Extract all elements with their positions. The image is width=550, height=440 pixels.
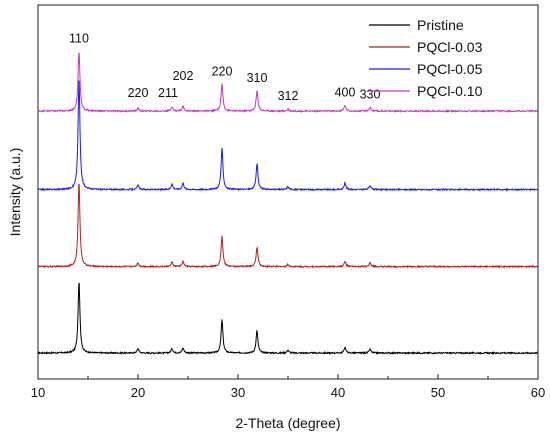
series-line-pqcl-0-03 (37, 183, 539, 269)
y-axis-title: Intensity (a.u.) (7, 148, 23, 237)
peak-label: 202 (173, 69, 194, 83)
legend-label: PQCl-0.10 (417, 83, 483, 99)
x-axis: 10 20 30 40 50 60 (31, 374, 545, 400)
series-line-pqcl-0-05 (37, 79, 539, 192)
peak-label: 330 (360, 88, 381, 102)
x-tick-label: 50 (431, 385, 445, 400)
x-tick-label: 10 (31, 385, 45, 400)
peak-label: 110 (69, 31, 89, 45)
x-tick-label: 30 (231, 385, 245, 400)
peak-label: 312 (278, 89, 299, 103)
x-tick-label: 40 (331, 385, 345, 400)
x-axis-title: 2-Theta (degree) (235, 415, 340, 431)
series-layer (37, 52, 539, 356)
legend-label: PQCl-0.03 (417, 39, 483, 55)
peak-label: 400 (335, 85, 356, 99)
legend: Pristine PQCl-0.03 PQCl-0.05 PQCl-0.10 (369, 17, 483, 99)
legend-label: PQCl-0.05 (417, 61, 483, 77)
peak-label: 211 (158, 86, 178, 100)
peak-label: 220 (212, 64, 233, 78)
peak-labels: 110 220 211 202 220 310 312 400 330 (69, 31, 380, 103)
series-line-pqcl-0-10 (37, 52, 539, 114)
peak-label: 310 (247, 71, 268, 85)
peak-label: 220 (128, 86, 149, 100)
x-tick-label: 60 (531, 385, 545, 400)
series-line-pristine (37, 282, 539, 356)
x-tick-label: 20 (131, 385, 145, 400)
legend-label: Pristine (417, 17, 464, 33)
